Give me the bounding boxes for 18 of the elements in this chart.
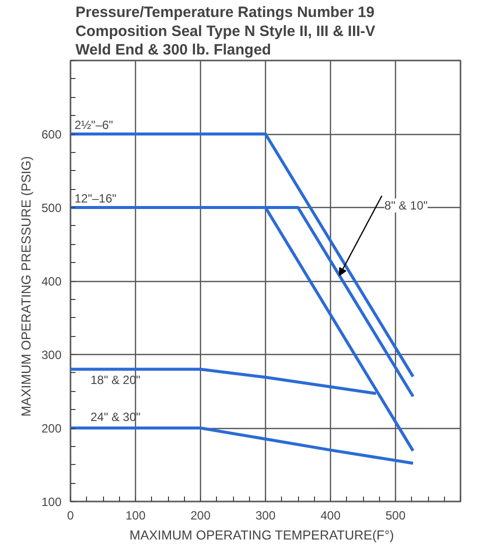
y-tick-label: 200	[41, 422, 62, 436]
x-tick-label: 400	[320, 508, 341, 522]
chart-title: Pressure/Temperature Ratings Number 19 Composition Seal Type N Style II, III & III-V Weld End & 300 lb. Flanged	[76, 4, 376, 58]
y-tick-label: 500	[41, 201, 62, 215]
x-tick-label: 300	[255, 508, 276, 522]
series-label: 12"–16"	[74, 192, 116, 206]
x-tick-label: 0	[67, 508, 74, 522]
y-tick-label: 600	[41, 128, 62, 142]
y-tick-label: 300	[41, 348, 62, 362]
x-tick-label: 100	[125, 508, 146, 522]
x-axis-title: MAXIMUM OPERATING TEMPERATURE(F°)	[130, 528, 394, 542]
y-axis-title: MAXIMUM OPERATING PRESSURE (PSIG)	[18, 156, 34, 417]
series-label: 2½"–6"	[74, 118, 114, 132]
y-tick-label: 100	[41, 495, 62, 509]
text: 8" & 10"	[384, 198, 428, 212]
y-tick-label: 400	[41, 274, 62, 288]
x-tick-label: 200	[190, 508, 211, 522]
x-tick-label: 500	[385, 508, 406, 522]
